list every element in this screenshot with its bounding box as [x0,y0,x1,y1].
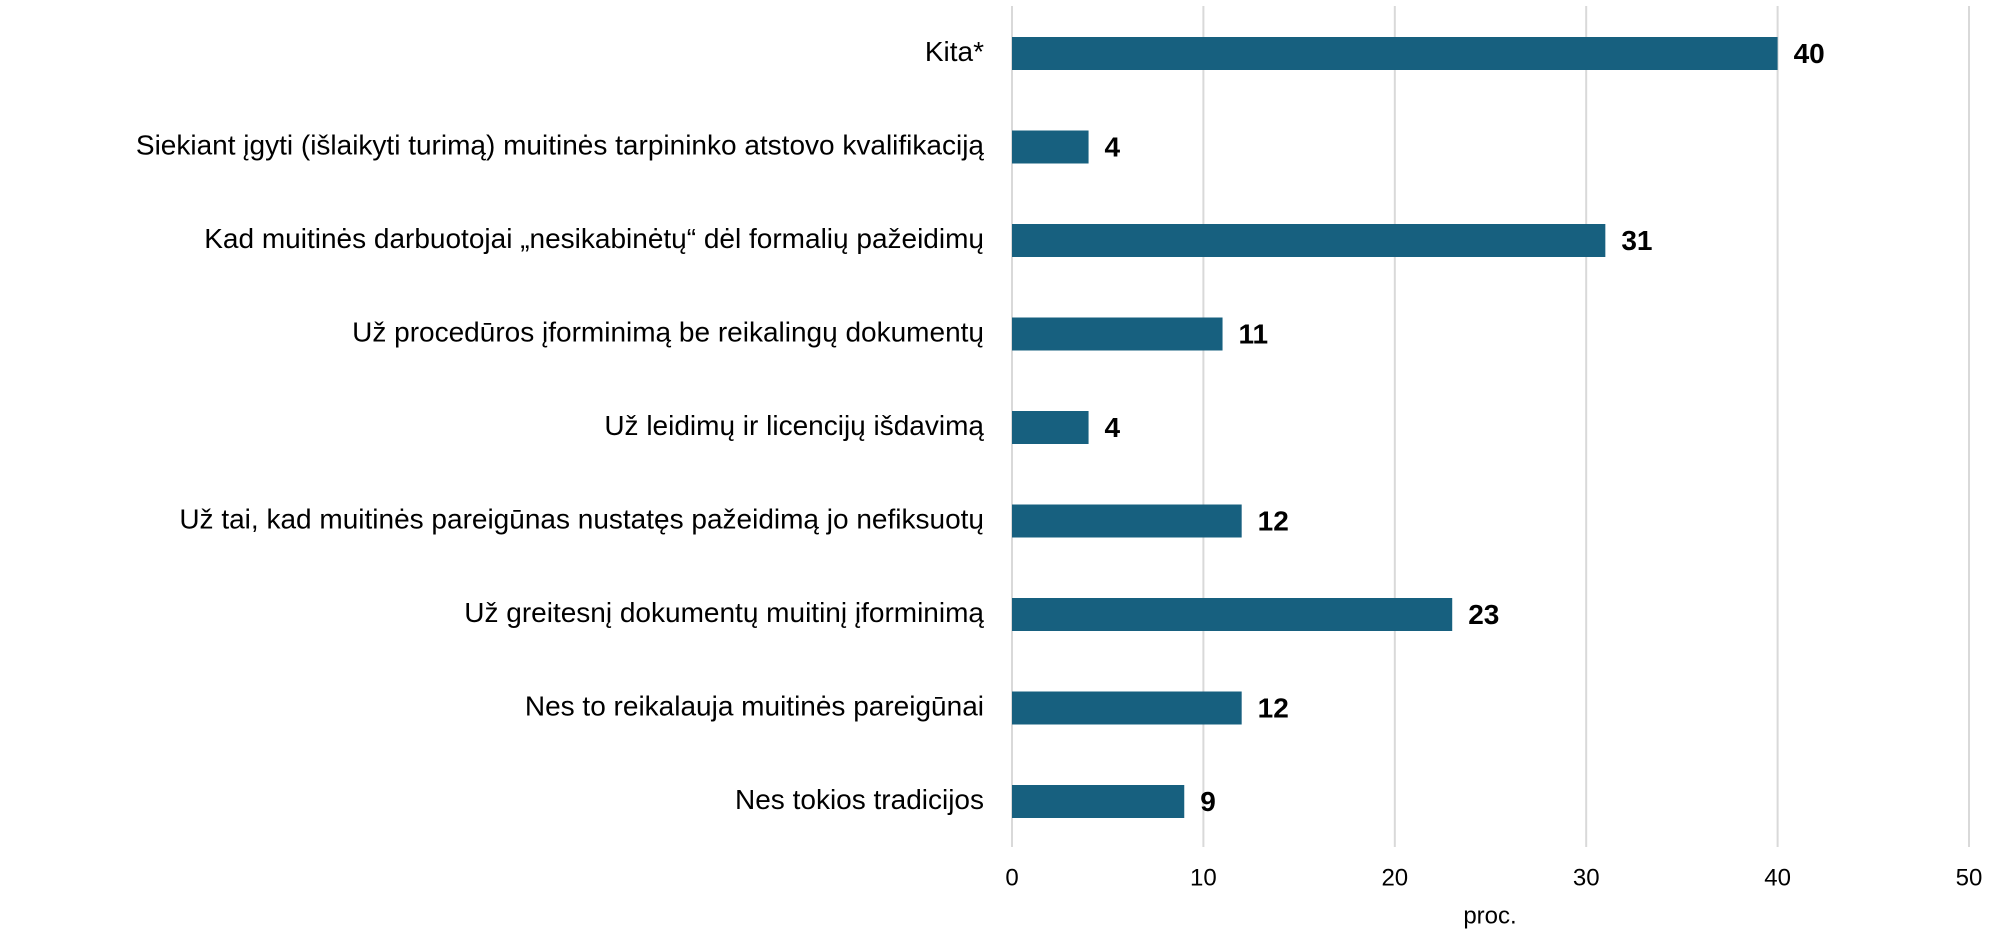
bar [1012,224,1606,257]
y-tick-label: Už leidimų ir licencijų išdavimą [604,410,984,441]
data-label: 23 [1468,599,1499,630]
data-label: 12 [1258,505,1289,536]
x-tick-label: 10 [1190,864,1217,891]
y-tick-label: Nes tokios tradicijos [735,784,984,815]
bar [1012,785,1185,818]
y-tick-label: Už greitesnį dokumentų muitinį įforminim… [464,597,984,628]
bar [1012,411,1089,444]
y-tick-label: Kita* [925,36,984,67]
x-tick-label: 50 [1956,864,1983,891]
bar [1012,598,1453,631]
y-tick-label: Už procedūros įforminimą be reikalingų d… [352,316,984,347]
data-label: 31 [1621,225,1652,256]
y-tick-label: Siekiant įgyti (išlaikyti turimą) muitin… [136,129,985,160]
bar [1012,37,1778,70]
x-axis-label: proc. [1463,902,1516,929]
bar [1012,691,1242,725]
x-tick-label: 30 [1573,864,1600,891]
x-tick-label: 0 [1005,864,1018,891]
y-tick-label: Už tai, kad muitinės pareigūnas nustatęs… [179,503,984,534]
y-tick-label: Kad muitinės darbuotojai „nesikabinėtų“ … [204,223,984,254]
data-label: 4 [1105,131,1121,162]
data-label: 9 [1200,786,1216,817]
data-label: 11 [1239,318,1269,349]
x-tick-label: 40 [1764,864,1791,891]
bar [1012,504,1242,538]
data-label: 40 [1794,38,1825,69]
bar [1012,317,1223,351]
y-tick-label: Nes to reikalauja muitinės pareigūnai [525,690,984,721]
bar [1012,130,1089,164]
x-tick-label: 20 [1381,864,1408,891]
data-label: 4 [1105,412,1121,443]
data-label: 12 [1258,692,1289,723]
